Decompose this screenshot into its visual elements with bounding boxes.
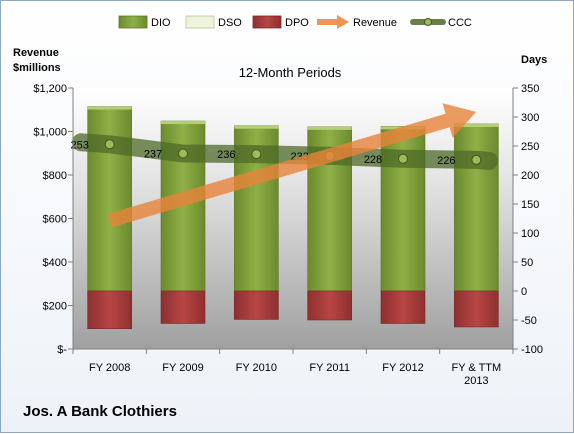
dpo-bar bbox=[454, 290, 499, 328]
x-tick-label: FY 2011 bbox=[309, 362, 350, 374]
x-tick-label: 2013 bbox=[464, 375, 488, 387]
x-tick-label: FY 2009 bbox=[162, 362, 203, 374]
left-tick-label: $200 bbox=[43, 301, 67, 313]
ccc-marker bbox=[104, 139, 115, 150]
dpo-bar bbox=[234, 290, 279, 320]
ccc-data-label: 228 bbox=[364, 154, 382, 166]
dio-bar-highlight bbox=[234, 125, 279, 129]
x-tick-label: FY 2008 bbox=[89, 362, 130, 374]
right-tick-label: -50 bbox=[521, 315, 537, 327]
legend-swatch bbox=[185, 15, 215, 29]
legend-swatch bbox=[317, 15, 349, 29]
left-tick-label: $1,000 bbox=[33, 127, 67, 139]
ccc-line bbox=[72, 133, 498, 170]
chart-title: 12-Month Periods bbox=[239, 65, 342, 80]
ccc-data-label: 253 bbox=[70, 139, 88, 151]
left-axis-title-line1: Revenue bbox=[13, 47, 59, 59]
x-tick-label: FY & TTM bbox=[451, 362, 501, 374]
right-tick-label: 350 bbox=[521, 83, 539, 95]
ccc-marker bbox=[398, 153, 408, 164]
right-tick-label: 250 bbox=[521, 141, 539, 153]
dpo-bar bbox=[87, 290, 132, 330]
dio-bar-highlight bbox=[454, 123, 499, 127]
right-tick-label: 50 bbox=[521, 257, 533, 269]
legend-label: Revenue bbox=[353, 17, 397, 29]
dio-bar-highlight bbox=[87, 106, 132, 110]
x-tick-label: FY 2010 bbox=[236, 362, 277, 374]
left-tick-label: $600 bbox=[43, 214, 67, 226]
plot-area bbox=[73, 88, 513, 349]
legend-swatch bbox=[118, 15, 148, 29]
left-tick-label: $1,200 bbox=[33, 83, 67, 95]
legend-label: DSO bbox=[218, 17, 242, 29]
right-tick-label: 200 bbox=[521, 170, 539, 182]
left-tick-label: $800 bbox=[43, 170, 67, 182]
ccc-data-label: 236 bbox=[217, 149, 235, 161]
dio-bar bbox=[454, 123, 499, 292]
ccc-marker bbox=[178, 148, 188, 159]
right-axis-title: Days bbox=[521, 54, 547, 66]
dpo-bar bbox=[380, 290, 426, 324]
revenue-arrow bbox=[107, 103, 477, 228]
dio-bar-highlight bbox=[307, 126, 352, 130]
right-tick-label: 100 bbox=[521, 228, 539, 240]
ccc-marker bbox=[251, 149, 262, 160]
right-tick-label: 300 bbox=[521, 112, 539, 124]
ccc-data-label: 237 bbox=[144, 149, 162, 161]
dio-bar-highlight bbox=[161, 121, 205, 125]
left-tick-label: $- bbox=[57, 344, 67, 356]
legend-label: DPO bbox=[285, 17, 309, 29]
legend-label: CCC bbox=[448, 17, 472, 29]
right-tick-label: 0 bbox=[521, 286, 527, 298]
company-name: Jos. A Bank Clothiers bbox=[23, 403, 177, 420]
right-tick-label: -100 bbox=[521, 344, 543, 356]
dpo-bar bbox=[307, 290, 352, 321]
legend-label: DIO bbox=[151, 17, 171, 29]
ccc-data-label: 226 bbox=[437, 155, 455, 167]
left-axis-title-line2: $millions bbox=[13, 62, 61, 74]
legend-marker bbox=[424, 18, 432, 26]
dpo-bar bbox=[160, 290, 206, 324]
legend-swatch bbox=[252, 15, 282, 29]
left-tick-label: $400 bbox=[43, 257, 67, 269]
right-tick-label: 150 bbox=[521, 199, 539, 211]
x-tick-label: FY 2012 bbox=[382, 362, 423, 374]
ccc-marker bbox=[471, 154, 482, 165]
